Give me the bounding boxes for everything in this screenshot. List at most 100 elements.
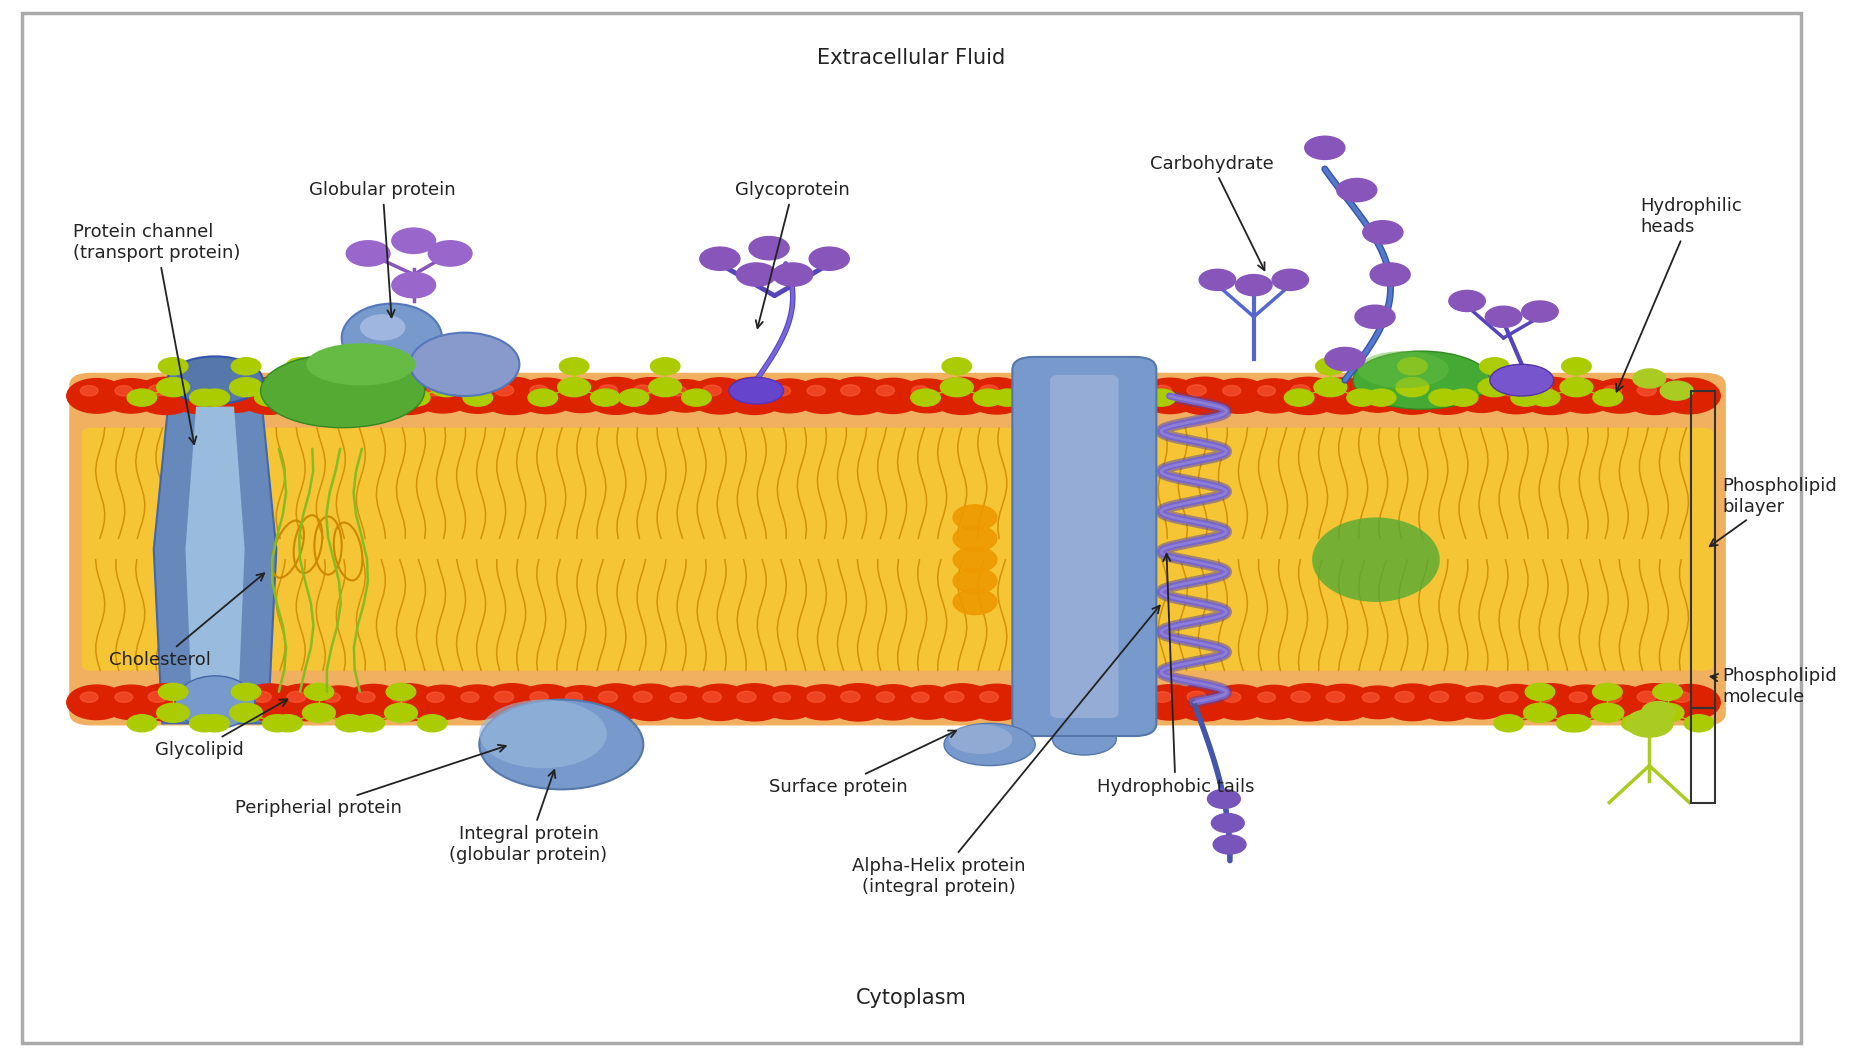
Circle shape <box>1569 385 1586 396</box>
Circle shape <box>392 228 435 253</box>
Circle shape <box>357 692 375 702</box>
Circle shape <box>386 683 416 700</box>
Circle shape <box>1365 389 1395 407</box>
Ellipse shape <box>1051 723 1116 755</box>
Circle shape <box>1315 358 1344 375</box>
Circle shape <box>862 378 923 414</box>
Text: Alpha-Helix protein
(integral protein): Alpha-Helix protein (integral protein) <box>851 606 1159 895</box>
Circle shape <box>1621 683 1686 721</box>
Circle shape <box>219 386 236 396</box>
Circle shape <box>1209 378 1268 413</box>
Circle shape <box>327 389 357 407</box>
Circle shape <box>1465 693 1482 702</box>
Circle shape <box>966 378 1027 414</box>
Circle shape <box>158 358 188 375</box>
Circle shape <box>201 389 230 407</box>
Circle shape <box>310 686 368 719</box>
Circle shape <box>793 685 854 720</box>
Circle shape <box>598 692 617 702</box>
Bar <box>1690 391 1714 708</box>
Circle shape <box>206 686 264 719</box>
Circle shape <box>877 385 893 396</box>
Circle shape <box>899 379 956 413</box>
Circle shape <box>1244 379 1302 413</box>
Circle shape <box>1172 683 1237 721</box>
Ellipse shape <box>728 377 784 404</box>
Circle shape <box>1198 269 1235 290</box>
Circle shape <box>722 377 786 414</box>
Circle shape <box>1428 384 1448 396</box>
Circle shape <box>230 683 260 700</box>
Circle shape <box>1120 385 1136 396</box>
Circle shape <box>149 692 167 702</box>
Circle shape <box>286 358 316 375</box>
Circle shape <box>286 692 306 702</box>
Circle shape <box>1452 685 1510 719</box>
Circle shape <box>1361 693 1378 702</box>
Circle shape <box>253 692 271 702</box>
Circle shape <box>479 377 544 415</box>
Circle shape <box>1083 389 1112 407</box>
Circle shape <box>126 715 156 732</box>
Circle shape <box>940 378 973 397</box>
Circle shape <box>303 703 334 722</box>
Text: Hydrophobic tails: Hydrophobic tails <box>1096 554 1253 796</box>
Circle shape <box>115 385 132 396</box>
Circle shape <box>126 389 156 407</box>
Circle shape <box>1276 684 1341 721</box>
Circle shape <box>1560 715 1590 732</box>
Circle shape <box>189 389 219 407</box>
Circle shape <box>1055 389 1084 407</box>
Circle shape <box>1530 389 1560 407</box>
Circle shape <box>1532 384 1552 396</box>
Circle shape <box>760 379 817 413</box>
Circle shape <box>1395 378 1428 397</box>
Circle shape <box>912 693 928 702</box>
Ellipse shape <box>949 724 1012 754</box>
Circle shape <box>262 715 292 732</box>
Text: Integral protein
(globular protein): Integral protein (globular protein) <box>449 770 607 864</box>
Circle shape <box>392 272 435 298</box>
Circle shape <box>1653 683 1681 700</box>
Circle shape <box>273 378 336 414</box>
Circle shape <box>158 683 188 700</box>
Circle shape <box>953 568 997 593</box>
Circle shape <box>401 389 429 407</box>
Circle shape <box>1636 384 1655 396</box>
Circle shape <box>1146 389 1175 407</box>
Circle shape <box>1326 385 1344 396</box>
Circle shape <box>494 692 513 702</box>
Circle shape <box>598 384 617 396</box>
Circle shape <box>773 385 789 396</box>
Circle shape <box>1034 684 1097 720</box>
Circle shape <box>657 380 713 412</box>
Circle shape <box>494 384 513 396</box>
Ellipse shape <box>1357 351 1448 389</box>
Circle shape <box>793 378 854 413</box>
Circle shape <box>323 386 340 396</box>
Circle shape <box>1651 703 1682 722</box>
Circle shape <box>1380 378 1443 414</box>
Circle shape <box>1335 178 1376 202</box>
Circle shape <box>953 505 997 530</box>
Circle shape <box>1138 378 1200 414</box>
Circle shape <box>1636 692 1655 702</box>
Circle shape <box>253 384 271 396</box>
Circle shape <box>412 685 472 719</box>
Circle shape <box>1244 685 1302 719</box>
Circle shape <box>1671 385 1690 396</box>
Circle shape <box>702 692 721 702</box>
Circle shape <box>966 684 1027 720</box>
Circle shape <box>737 692 756 702</box>
Circle shape <box>230 378 262 397</box>
Circle shape <box>1222 385 1240 396</box>
Circle shape <box>412 379 472 413</box>
Circle shape <box>1517 377 1582 415</box>
Circle shape <box>67 685 126 719</box>
Circle shape <box>273 684 336 720</box>
Ellipse shape <box>1352 351 1489 409</box>
Circle shape <box>1324 347 1365 371</box>
Circle shape <box>1187 384 1205 396</box>
Circle shape <box>1658 378 1720 414</box>
Circle shape <box>737 384 756 396</box>
